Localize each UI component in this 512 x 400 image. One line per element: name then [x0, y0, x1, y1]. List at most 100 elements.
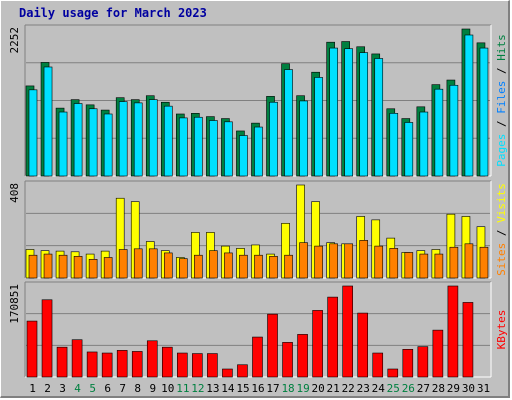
- pages-bar: [359, 52, 369, 177]
- kbytes-bar: [417, 346, 429, 378]
- pages-bar: [434, 88, 444, 177]
- legend-kbytes: KBytes: [495, 310, 508, 350]
- x-tick-label: 21: [327, 382, 340, 395]
- sites-bar: [88, 259, 98, 279]
- legend-separator: /: [495, 61, 508, 81]
- kbytes-bar: [192, 353, 203, 378]
- x-tick-label: 25: [387, 382, 400, 395]
- sites-bar: [359, 240, 369, 279]
- legend-pages: Pages: [495, 134, 508, 167]
- kbytes-bar: [312, 310, 323, 378]
- legend-sites: Sites: [495, 243, 508, 276]
- y-max-label: 408: [8, 183, 21, 203]
- pages-bar: [43, 66, 53, 177]
- pages-bar: [163, 105, 173, 177]
- kbytes-bar: [252, 336, 263, 378]
- kbytes-bar: [101, 352, 113, 378]
- x-tick-label: 17: [266, 382, 279, 395]
- legend-hits: Hits: [495, 34, 508, 61]
- sites-bar: [269, 256, 278, 279]
- sites-bar: [284, 254, 293, 279]
- y-max-label: 2252: [8, 27, 21, 54]
- kbytes-bar: [327, 296, 338, 378]
- x-tick-label: 12: [191, 382, 204, 395]
- x-tick-label: 13: [206, 382, 219, 395]
- x-tick-label: 7: [119, 382, 126, 395]
- sites-bar: [479, 246, 489, 279]
- sites-bar: [329, 243, 338, 279]
- sites-bar: [254, 254, 263, 279]
- x-tick-label: 20: [312, 382, 325, 395]
- x-tick-label: 4: [74, 382, 81, 395]
- x-tick-label: 3: [59, 382, 66, 395]
- sites-bar: [148, 248, 158, 279]
- sites-bar: [404, 252, 414, 279]
- x-tick-label: 14: [221, 382, 235, 395]
- x-tick-label: 19: [296, 382, 309, 395]
- y-max-label: 170851: [8, 284, 21, 324]
- x-tick-label: 8: [134, 382, 141, 395]
- x-tick-label: 16: [251, 382, 264, 395]
- sites-bar: [163, 252, 173, 279]
- sites-bar: [464, 243, 474, 279]
- pages-bar: [314, 77, 323, 177]
- pages-bar: [419, 111, 429, 177]
- kbytes-bar: [71, 339, 83, 378]
- x-tick-label: 26: [402, 382, 415, 395]
- kbytes-bar: [131, 351, 143, 378]
- kbytes-bar: [267, 313, 278, 378]
- x-tick-label: 27: [417, 382, 430, 395]
- pages-bar: [404, 122, 414, 177]
- legend-label: KBytes: [495, 310, 508, 350]
- pages-bar: [103, 113, 113, 177]
- pages-bar: [88, 108, 98, 177]
- x-tick-label: 2: [44, 382, 51, 395]
- x-tick-label: 22: [342, 382, 355, 395]
- x-tick-label: 29: [447, 382, 460, 395]
- kbytes-bar: [56, 346, 68, 378]
- pages-bar: [284, 69, 293, 177]
- legend-visits: Visits: [495, 183, 508, 223]
- legend-files: Files: [495, 81, 508, 114]
- pages-bar: [224, 121, 233, 177]
- kbytes-bar: [357, 312, 369, 378]
- x-tick-label: 5: [89, 382, 96, 395]
- pages-bar: [344, 48, 353, 177]
- pages-bar: [194, 116, 203, 177]
- pages-bar: [389, 113, 399, 177]
- sites-bar: [133, 248, 143, 279]
- kbytes-bar: [447, 285, 459, 378]
- pages-bar: [28, 89, 38, 177]
- pages-bar: [133, 102, 143, 177]
- sites-bar: [344, 243, 353, 279]
- sites-bar: [58, 254, 68, 279]
- chart-title: Daily usage for March 2023: [19, 6, 207, 20]
- pages-bar: [179, 117, 188, 177]
- pages-bar: [329, 47, 338, 177]
- kbytes-bar: [41, 299, 53, 378]
- kbytes-bar: [161, 346, 173, 378]
- pages-bar: [73, 103, 83, 177]
- legend-label: Sites / Visits: [495, 183, 508, 276]
- x-tick-label: 10: [161, 382, 174, 395]
- kbytes-bar: [86, 351, 98, 378]
- x-tick-label: 1: [29, 382, 36, 395]
- legend-separator: /: [495, 114, 508, 134]
- sites-bar: [419, 253, 429, 279]
- x-tick-label: 11: [176, 382, 189, 395]
- pages-bar: [374, 58, 384, 177]
- sites-bar: [73, 256, 83, 279]
- kbytes-bar: [146, 340, 158, 378]
- x-tick-label: 15: [236, 382, 249, 395]
- sites-bar: [118, 249, 128, 279]
- sites-bar: [224, 252, 233, 279]
- sites-bar: [314, 245, 323, 279]
- x-tick-label: 24: [372, 382, 386, 395]
- kbytes-bar: [207, 353, 218, 378]
- kbytes-bar: [372, 352, 384, 378]
- kbytes-bar: [387, 368, 399, 378]
- sites-bar: [103, 257, 113, 279]
- sites-bar: [194, 254, 203, 279]
- kbytes-bar: [342, 285, 353, 378]
- kbytes-bar: [297, 334, 308, 378]
